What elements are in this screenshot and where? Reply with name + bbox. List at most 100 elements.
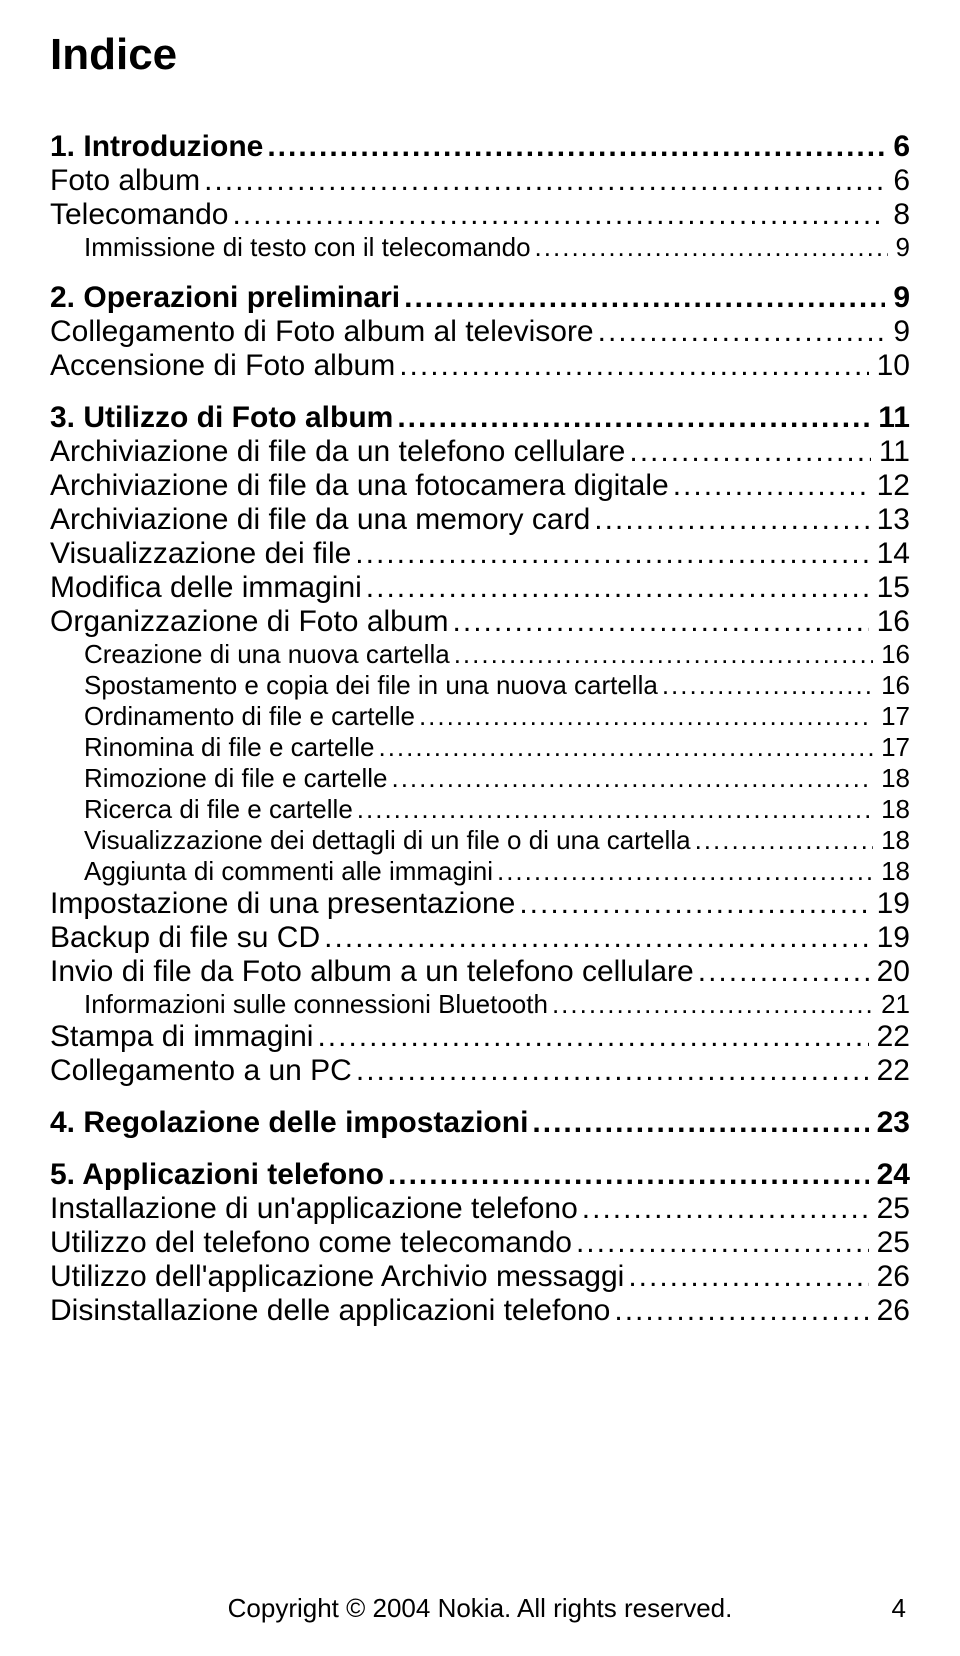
toc-entry-page: 12: [873, 469, 910, 503]
toc-leader-dots: [594, 503, 868, 537]
toc-entry: Informazioni sulle connessioni Bluetooth…: [84, 989, 910, 1020]
toc-leader-dots: [582, 1192, 869, 1226]
toc-entry-page: 18: [877, 794, 910, 825]
toc-entry-label: Immissione di testo con il telecomando: [84, 232, 531, 263]
toc-entry-label: Organizzazione di Foto album: [50, 605, 449, 639]
toc-entry-page: 25: [873, 1192, 910, 1226]
toc-entry-label: Impostazione di una presentazione: [50, 887, 515, 921]
toc-entry-label: 4. Regolazione delle impostazioni: [50, 1106, 528, 1140]
toc-leader-dots: [357, 794, 873, 825]
toc-entry: Collegamento a un PC 22: [50, 1054, 910, 1088]
toc-entry: Aggiunta di commenti alle immagini 18: [84, 856, 910, 887]
toc-entry: Utilizzo del telefono come telecomando 2…: [50, 1226, 910, 1260]
toc-entry-label: Installazione di un'applicazione telefon…: [50, 1192, 578, 1226]
toc-entry-label: Aggiunta di commenti alle immagini: [84, 856, 493, 887]
toc-entry-label: Utilizzo dell'applicazione Archivio mess…: [50, 1260, 624, 1294]
toc-leader-dots: [629, 435, 870, 469]
toc-entry: Visualizzazione dei dettagli di un file …: [84, 825, 910, 856]
toc-entry-label: Accensione di Foto album: [50, 349, 395, 383]
toc-entry: 3. Utilizzo di Foto album 11: [50, 401, 910, 435]
toc-entry-label: Ordinamento di file e cartelle: [84, 701, 415, 732]
toc-leader-dots: [232, 198, 885, 232]
toc-leader-dots: [317, 1020, 868, 1054]
toc-entry-label: Visualizzazione dei dettagli di un file …: [84, 825, 691, 856]
toc-leader-dots: [519, 887, 868, 921]
toc-entry-label: Visualizzazione dei file: [50, 537, 351, 571]
toc-entry-page: 15: [873, 571, 910, 605]
toc-entry-page: 11: [874, 401, 910, 435]
toc-entry: Visualizzazione dei file 14: [50, 537, 910, 571]
toc-entry-page: 25: [873, 1226, 910, 1260]
page-title: Indice: [50, 30, 910, 80]
toc-leader-dots: [535, 232, 888, 263]
toc-entry-page: 26: [873, 1260, 910, 1294]
toc-entry: Foto album 6: [50, 164, 910, 198]
toc-leader-dots: [698, 955, 869, 989]
toc-leader-dots: [391, 763, 873, 794]
toc-leader-dots: [324, 921, 869, 955]
toc-leader-dots: [397, 401, 870, 435]
toc-entry-label: Ricerca di file e cartelle: [84, 794, 353, 825]
toc-entry-label: Collegamento a un PC: [50, 1054, 352, 1088]
toc-entry: Accensione di Foto album 10: [50, 349, 910, 383]
toc-entry-page: 9: [889, 315, 910, 349]
toc-entry: Ricerca di file e cartelle 18: [84, 794, 910, 825]
toc-entry: Stampa di immagini 22: [50, 1020, 910, 1054]
toc-leader-dots: [355, 537, 868, 571]
toc-leader-dots: [628, 1260, 868, 1294]
toc-leader-dots: [695, 825, 874, 856]
toc-entry-page: 10: [873, 349, 910, 383]
toc-entry-label: Invio di file da Foto album a un telefon…: [50, 955, 694, 989]
toc-entry-page: 13: [873, 503, 910, 537]
toc-entry-page: 14: [873, 537, 910, 571]
toc-entry: 2. Operazioni preliminari 9: [50, 281, 910, 315]
toc-entry-page: 18: [877, 825, 910, 856]
toc-entry: Creazione di una nuova cartella 16: [84, 639, 910, 670]
toc-leader-dots: [399, 349, 868, 383]
toc-entry-label: 3. Utilizzo di Foto album: [50, 401, 393, 435]
table-of-contents: 1. Introduzione 6Foto album 6Telecomando…: [50, 130, 910, 1328]
toc-leader-dots: [378, 732, 873, 763]
toc-entry: Modifica delle immagini 15: [50, 571, 910, 605]
toc-entry: Utilizzo dell'applicazione Archivio mess…: [50, 1260, 910, 1294]
toc-leader-dots: [204, 164, 885, 198]
toc-leader-dots: [673, 469, 869, 503]
toc-entry-label: Archiviazione di file da una memory card: [50, 503, 590, 537]
toc-entry-page: 9: [889, 281, 910, 315]
toc-entry-page: 21: [877, 989, 910, 1020]
toc-entry-page: 16: [877, 670, 910, 701]
toc-entry: Invio di file da Foto album a un telefon…: [50, 955, 910, 989]
toc-entry-page: 16: [877, 639, 910, 670]
toc-leader-dots: [356, 1054, 869, 1088]
toc-entry: Disinstallazione delle applicazioni tele…: [50, 1294, 910, 1328]
toc-entry-page: 19: [873, 887, 910, 921]
toc-entry-label: Archiviazione di file da una fotocamera …: [50, 469, 669, 503]
toc-entry: Rimozione di file e cartelle 18: [84, 763, 910, 794]
toc-entry-page: 20: [873, 955, 910, 989]
toc-entry-page: 26: [873, 1294, 910, 1328]
toc-leader-dots: [497, 856, 873, 887]
toc-entry-page: 18: [877, 856, 910, 887]
toc-leader-dots: [388, 1158, 869, 1192]
toc-leader-dots: [614, 1294, 868, 1328]
toc-leader-dots: [532, 1106, 868, 1140]
toc-entry: Installazione di un'applicazione telefon…: [50, 1192, 910, 1226]
toc-entry-label: 1. Introduzione: [50, 130, 263, 164]
toc-leader-dots: [366, 571, 869, 605]
toc-entry-label: Stampa di immagini: [50, 1020, 313, 1054]
toc-entry-label: Backup di file su CD: [50, 921, 320, 955]
toc-entry-page: 17: [877, 701, 910, 732]
page-number: 4: [892, 1593, 906, 1624]
toc-entry: Organizzazione di Foto album 16: [50, 605, 910, 639]
toc-leader-dots: [576, 1226, 869, 1260]
toc-entry-label: Collegamento di Foto album al televisore: [50, 315, 594, 349]
toc-entry-label: 2. Operazioni preliminari: [50, 281, 400, 315]
toc-entry-page: 8: [889, 198, 910, 232]
toc-entry-page: 6: [889, 164, 910, 198]
toc-entry: Telecomando 8: [50, 198, 910, 232]
toc-entry-label: 5. Applicazioni telefono: [50, 1158, 384, 1192]
toc-leader-dots: [419, 701, 873, 732]
toc-entry-page: 19: [873, 921, 910, 955]
toc-leader-dots: [267, 130, 885, 164]
toc-entry: 5. Applicazioni telefono 24: [50, 1158, 910, 1192]
